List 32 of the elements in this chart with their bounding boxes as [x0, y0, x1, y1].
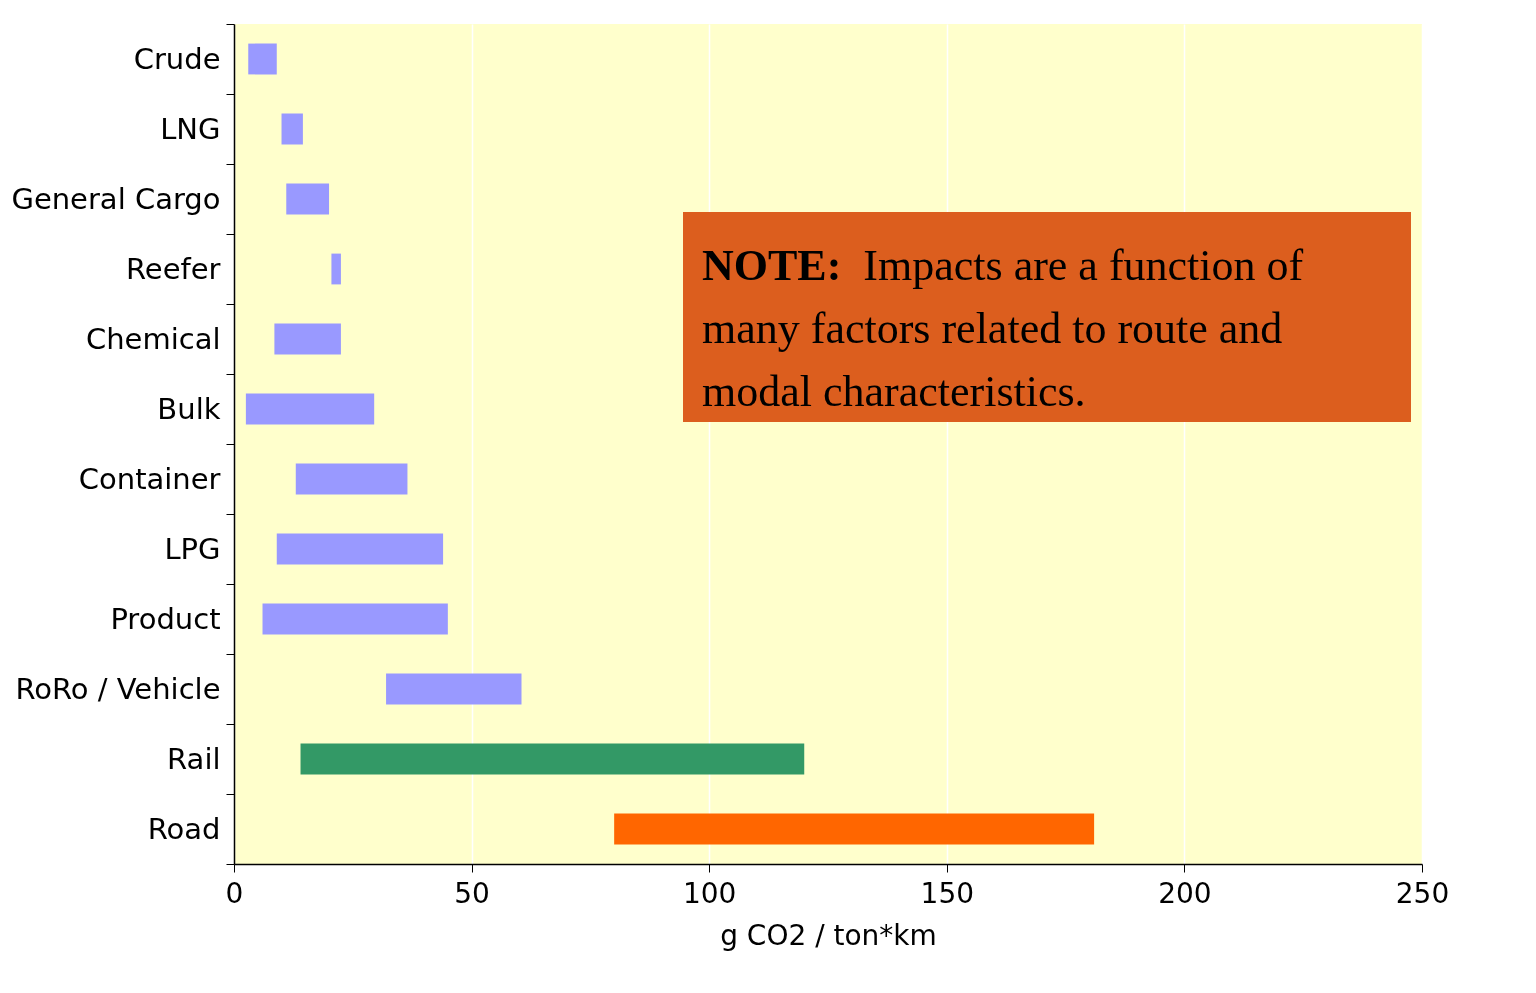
- y-tick-label: Product: [110, 601, 221, 636]
- y-tick-label: Reefer: [125, 251, 221, 286]
- y-tick-label: Road: [147, 811, 221, 846]
- y-tick-label: Bulk: [157, 391, 221, 426]
- y-tick-label: Chemical: [85, 321, 221, 356]
- bar: [245, 393, 375, 425]
- y-tick-label: Container: [78, 461, 221, 496]
- bar: [331, 253, 341, 285]
- bar: [300, 743, 805, 775]
- bar: [295, 463, 408, 495]
- y-tick-label: LPG: [164, 531, 221, 566]
- y-tick-label: RoRo / Vehicle: [15, 671, 221, 706]
- bar: [281, 113, 303, 145]
- bar: [248, 43, 277, 75]
- note-box: NOTE: Impacts are a function of many factors related to route and modal characteristics.: [683, 212, 1411, 422]
- x-tick-label: 250: [1395, 876, 1450, 910]
- bar: [614, 813, 1095, 845]
- x-tick-label: 0: [225, 876, 244, 910]
- bar: [276, 533, 444, 565]
- bar: [286, 183, 330, 215]
- x-tick-label: 100: [682, 876, 737, 910]
- bar: [274, 323, 341, 355]
- x-tick-label: 150: [920, 876, 975, 910]
- bar: [262, 603, 448, 635]
- x-axis-title: g CO2 / ton*km: [720, 918, 937, 952]
- x-tick-label: 50: [454, 876, 490, 910]
- y-tick-label: Crude: [133, 41, 221, 76]
- x-tick-label: 200: [1158, 876, 1212, 910]
- y-tick-label: General Cargo: [11, 181, 221, 216]
- y-tick-label: LNG: [160, 111, 221, 146]
- y-tick-label: Rail: [167, 741, 221, 776]
- bar: [386, 673, 522, 705]
